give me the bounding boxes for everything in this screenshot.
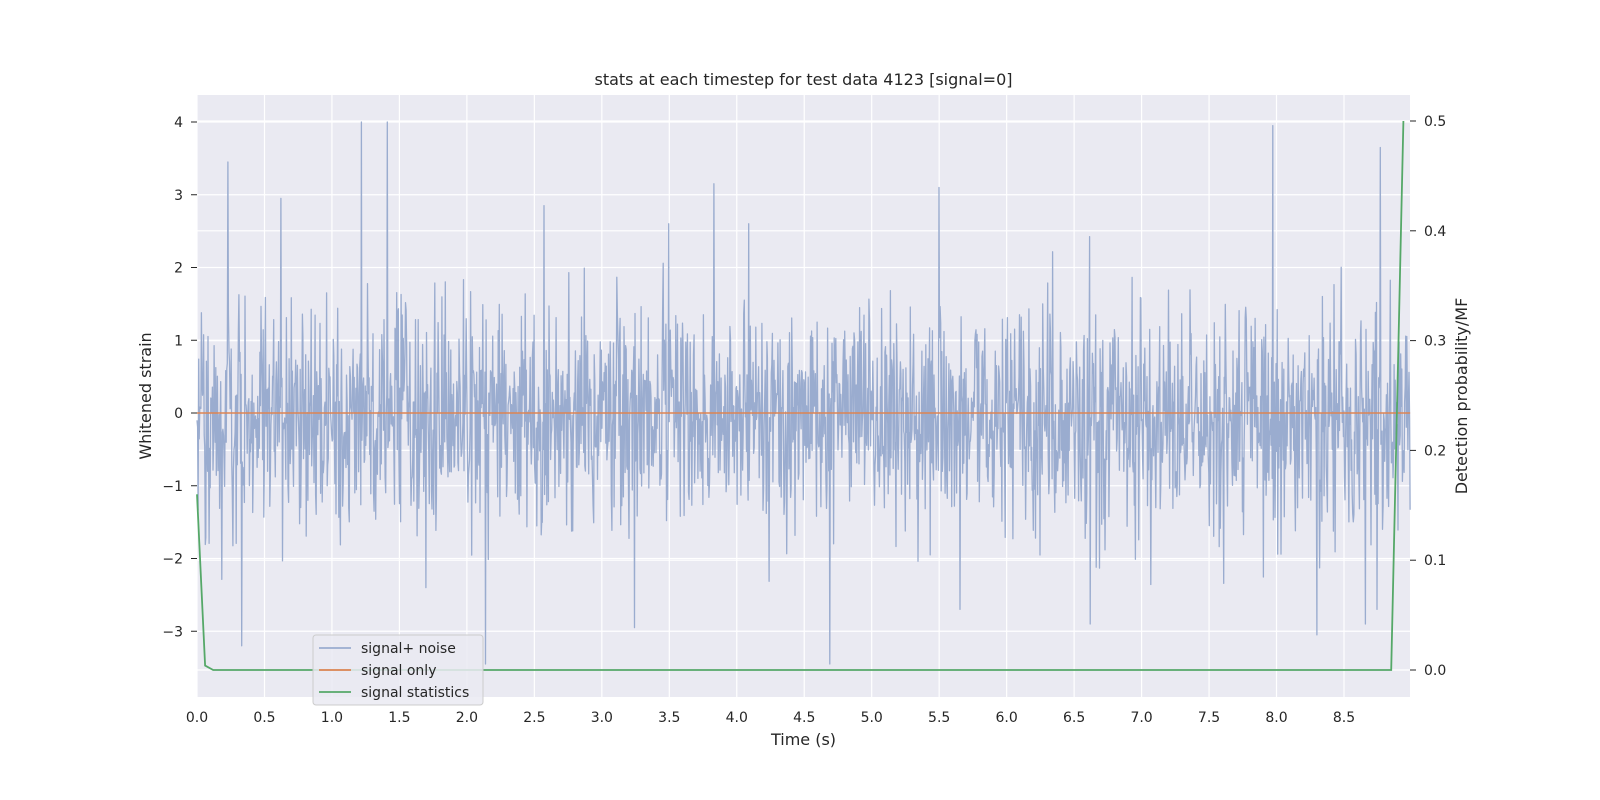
x-tick-label: 1.0 bbox=[321, 710, 343, 726]
legend: signal+ noise signal only signal statist… bbox=[312, 634, 484, 706]
x-tick-label: 4.0 bbox=[726, 710, 748, 726]
x-tick-label: 1.5 bbox=[388, 710, 410, 726]
x-tick-label: 6.0 bbox=[996, 710, 1018, 726]
x-tick-label: 8.5 bbox=[1333, 710, 1355, 726]
y2-tick-label: 0.4 bbox=[1424, 224, 1446, 240]
x-tick-label: 0.5 bbox=[253, 710, 275, 726]
x-tick-label: 2.5 bbox=[523, 710, 545, 726]
y2-tick-label: 0.1 bbox=[1424, 553, 1446, 569]
y-tick-label: 4 bbox=[174, 115, 183, 131]
x-tick-label: 8.0 bbox=[1265, 710, 1287, 726]
y-tick-label: 1 bbox=[174, 333, 183, 349]
x-tick-label: 4.5 bbox=[793, 710, 815, 726]
y-tick-label: −3 bbox=[162, 624, 183, 640]
series-signal-statistics-line bbox=[196, 120, 1405, 671]
y-tick-label: −2 bbox=[162, 552, 183, 568]
x-tick-label: 7.5 bbox=[1198, 710, 1220, 726]
legend-box bbox=[312, 634, 484, 706]
x-tick-label: 5.0 bbox=[861, 710, 883, 726]
legend-label-signal-statistics: signal statistics bbox=[361, 685, 469, 701]
legend-label-signal-noise: signal+ noise bbox=[361, 641, 456, 657]
chart-title: stats at each timestep for test data 412… bbox=[594, 70, 1012, 89]
x-axis-label: Time (s) bbox=[770, 730, 836, 749]
y-axis-label: Whitened strain bbox=[136, 332, 155, 459]
x-tick-label: 2.0 bbox=[456, 710, 478, 726]
x-tick-label: 7.0 bbox=[1130, 710, 1152, 726]
y-tick-label: −1 bbox=[162, 479, 183, 495]
x-tick-label: 3.0 bbox=[591, 710, 613, 726]
y2-axis-label: Detection probability/MF bbox=[1452, 298, 1471, 495]
legend-label-signal-only: signal only bbox=[361, 663, 436, 679]
y-tick-label: 2 bbox=[174, 261, 183, 277]
x-tick-label: 6.5 bbox=[1063, 710, 1085, 726]
x-tick-label: 5.5 bbox=[928, 710, 950, 726]
y2-tick-label: 0.0 bbox=[1424, 663, 1446, 679]
data-layer bbox=[196, 120, 1411, 671]
x-tick-label: 3.5 bbox=[658, 710, 680, 726]
y2-tick-label: 0.3 bbox=[1424, 334, 1446, 350]
y-tick-label: 0 bbox=[174, 406, 183, 422]
tick-layer: 0.0 0.5 1.0 1.5 2.0 2.5 3.0 3.5 4.0 4.5 5.0 5.5 6.0 6… bbox=[162, 114, 1446, 726]
y2-tick-label: 0.5 bbox=[1424, 114, 1446, 130]
y2-tick-label: 0.2 bbox=[1424, 443, 1446, 459]
y-tick-label: 3 bbox=[174, 188, 183, 204]
series-signal-noise-line bbox=[196, 121, 1411, 665]
x-tick-label: 0.0 bbox=[186, 710, 208, 726]
